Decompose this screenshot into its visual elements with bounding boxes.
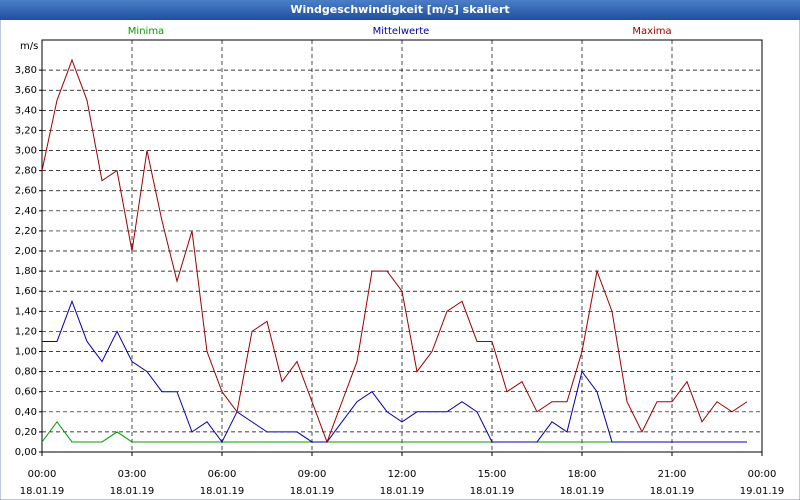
x-tick-label: 21:00 18.01.19 — [650, 469, 695, 497]
x-tick-label-line: 12:00 — [388, 469, 417, 480]
x-tick-label-line: 18.01.19 — [20, 486, 65, 497]
series-line — [41, 58, 748, 444]
y-tick-label: 1,80 — [15, 266, 37, 277]
y-tick-label: 3,00 — [15, 146, 37, 157]
x-tick-label-line: 18.01.19 — [200, 486, 245, 497]
chart-title: Windgeschwindigkeit [m/s] skaliert — [290, 3, 509, 16]
y-tick-label: 2,60 — [15, 186, 37, 197]
y-tick-label: 0,80 — [15, 367, 37, 378]
x-tick-label: 15:00 18.01.19 — [470, 469, 515, 497]
y-tick-label: 2,80 — [15, 166, 37, 177]
y-tick-label: 1,40 — [15, 306, 37, 317]
x-tick-label-line: 03:00 — [118, 469, 147, 480]
y-tick-label: 1,00 — [15, 347, 37, 358]
series-line — [42, 299, 747, 443]
legend-entry: Minima — [128, 26, 164, 37]
y-tick-label: 3,40 — [15, 105, 37, 116]
x-tick-label: 09:00 18.01.19 — [290, 469, 335, 497]
x-tick-label-line: 18.01.19 — [470, 486, 515, 497]
x-tick-label-line: 18:00 — [568, 469, 597, 480]
x-tick-label: 12:00 18.01.19 — [380, 469, 425, 497]
y-tick-label: 2,20 — [15, 226, 37, 237]
y-tick-label: 3,60 — [15, 85, 37, 96]
x-tick-label-line: 18.01.19 — [380, 486, 425, 497]
x-tick-label-line: 18.01.19 — [110, 486, 155, 497]
x-tick-label-line: 09:00 — [298, 469, 327, 480]
x-tick-label: 18:00 18.01.19 — [560, 469, 605, 497]
title-bar — [0, 0, 800, 20]
y-tick-label: 0,20 — [15, 427, 37, 438]
x-tick-label-line: 18.01.19 — [290, 486, 335, 497]
y-tick-label: 1,20 — [15, 326, 37, 337]
legend-entry: Maxima — [632, 26, 671, 37]
x-tick-label-line: 18.01.19 — [650, 486, 695, 497]
y-tick-label: 1,60 — [15, 286, 37, 297]
legend-entry: Mittelwerte — [373, 26, 430, 37]
y-unit: m/s — [20, 41, 38, 52]
x-tick-label: 00:00 18.01.19 — [20, 469, 65, 497]
y-tick-label: 2,40 — [15, 206, 37, 217]
x-tick-label-line: 18.01.19 — [560, 486, 605, 497]
y-tick-label: 0,00 — [15, 447, 37, 458]
x-tick-label: 03:00 18.01.19 — [110, 469, 155, 497]
x-tick-label-line: 21:00 — [658, 469, 687, 480]
y-tick-label: 0,40 — [15, 407, 37, 418]
x-tick-label-line: 00:00 — [28, 469, 57, 480]
x-tick-label: 00:00 19.01.19 — [740, 469, 785, 497]
y-tick-label: 0,60 — [15, 387, 37, 398]
x-tick-label-line: 15:00 — [478, 469, 507, 480]
x-tick-label-line: 19.01.19 — [740, 486, 785, 497]
x-tick-label-line: 00:00 — [748, 469, 777, 480]
y-tick-label: 3,80 — [15, 65, 37, 76]
x-tick-label: 06:00 18.01.19 — [200, 469, 245, 497]
y-tick-label: 3,20 — [15, 125, 37, 136]
x-tick-label-line: 06:00 — [208, 469, 237, 480]
y-tick-label: 2,00 — [15, 246, 37, 257]
